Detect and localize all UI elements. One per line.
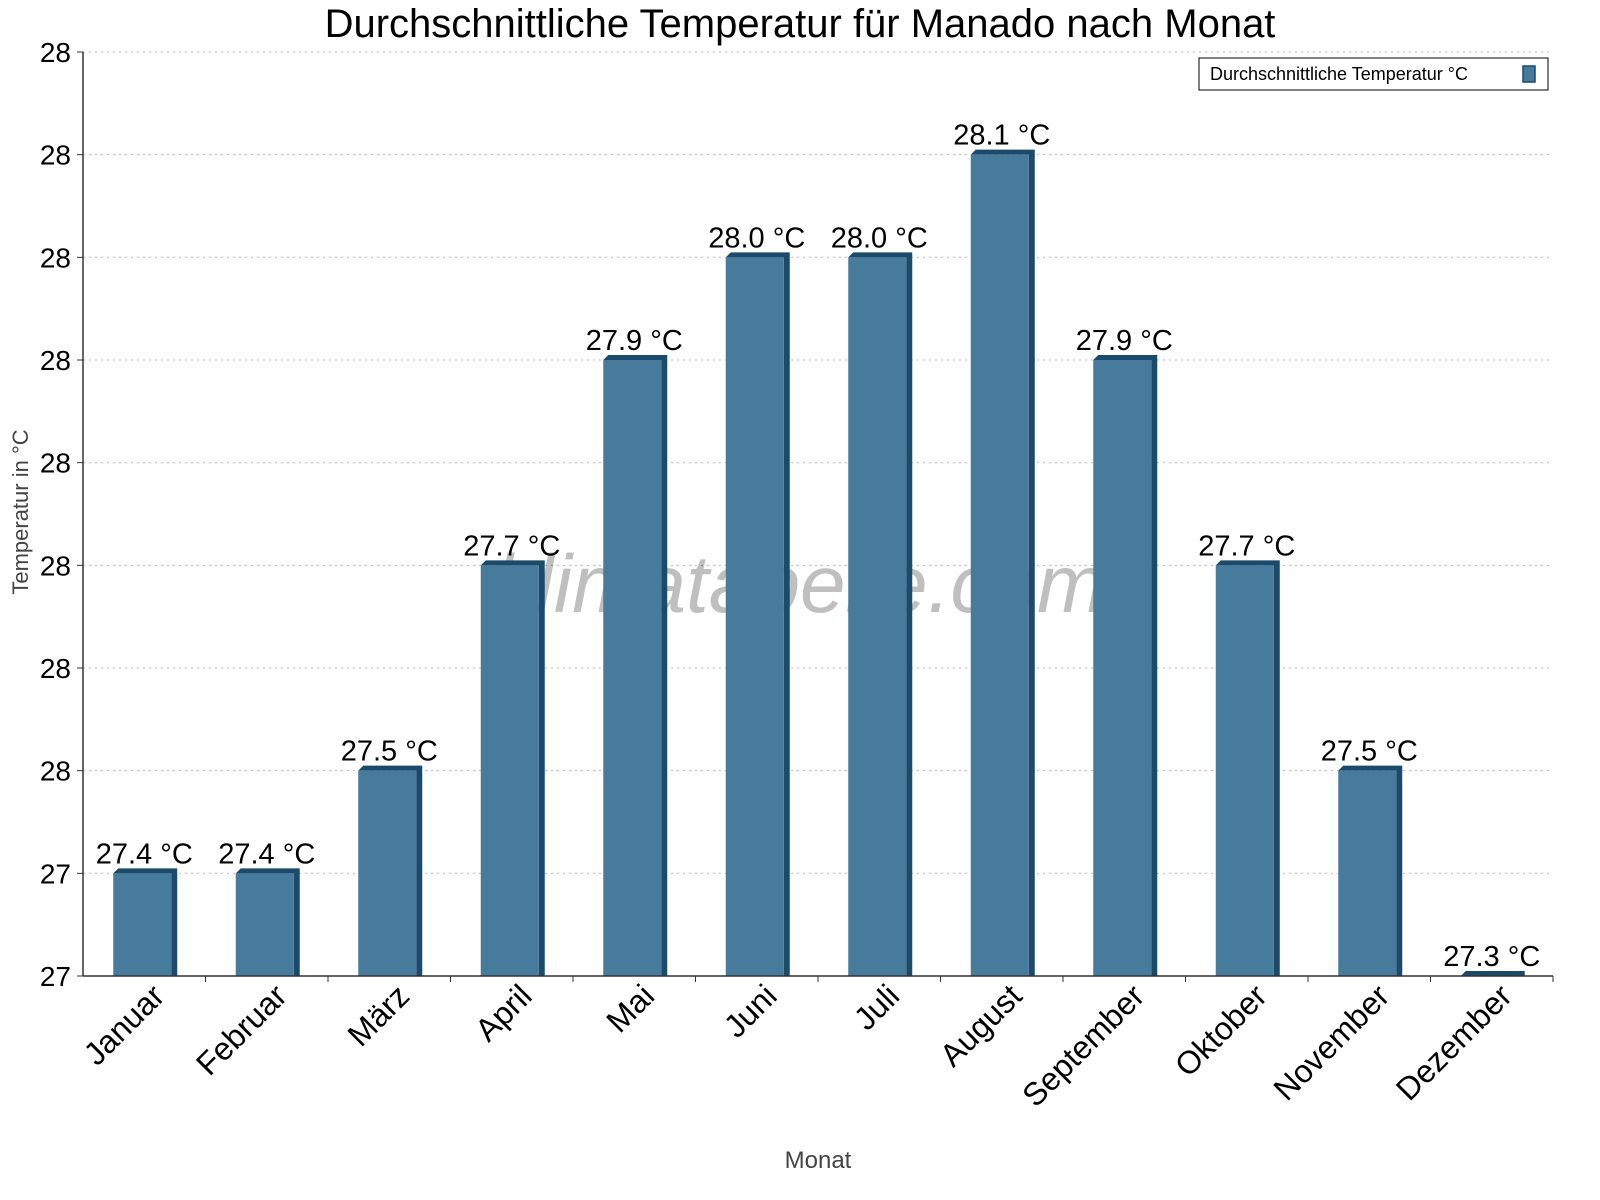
bar bbox=[113, 873, 172, 976]
x-axis-label: Monat bbox=[785, 1147, 852, 1174]
chart-title: Durchschnittliche Temperatur für Manado … bbox=[325, 2, 1276, 46]
y-tick-label: 28 bbox=[40, 345, 71, 376]
data-label: 28.1 °C bbox=[953, 120, 1050, 152]
y-tick-label: 28 bbox=[40, 242, 71, 273]
x-tick-label: Dezember bbox=[1389, 977, 1519, 1107]
y-tick-label: 27 bbox=[40, 961, 71, 992]
y-tick-label: 28 bbox=[40, 140, 71, 171]
data-label: 27.4 °C bbox=[96, 838, 193, 870]
data-label: 27.4 °C bbox=[218, 838, 315, 870]
data-label: 27.7 °C bbox=[1198, 530, 1295, 562]
y-tick-label: 28 bbox=[40, 448, 71, 479]
data-label: 27.9 °C bbox=[1076, 325, 1173, 357]
bar bbox=[1093, 360, 1152, 976]
y-tick-label: 28 bbox=[40, 550, 71, 581]
legend: Durchschnittliche Temperatur °C bbox=[1198, 57, 1549, 91]
y-tick-label: 27 bbox=[40, 858, 71, 889]
x-tick-label: Juli bbox=[847, 977, 906, 1036]
x-tick-label: Februar bbox=[189, 977, 294, 1082]
bar bbox=[725, 257, 784, 976]
bar bbox=[603, 360, 662, 976]
legend-label: Durchschnittliche Temperatur °C bbox=[1210, 64, 1468, 84]
bar bbox=[358, 770, 417, 976]
x-tick-label: September bbox=[1015, 977, 1151, 1113]
bar bbox=[1338, 770, 1397, 976]
bar bbox=[1215, 565, 1274, 976]
data-label: 27.7 °C bbox=[463, 530, 560, 562]
data-label: 28.0 °C bbox=[708, 222, 805, 254]
x-tick-label: Juni bbox=[717, 977, 784, 1044]
data-label: 27.9 °C bbox=[586, 325, 683, 357]
data-label: 28.0 °C bbox=[831, 222, 928, 254]
x-tick-label: Januar bbox=[77, 977, 172, 1072]
data-label: 27.5 °C bbox=[341, 736, 438, 768]
y-axis-label: Temperatur in °C bbox=[8, 429, 33, 594]
x-tick-label: Oktober bbox=[1168, 977, 1274, 1083]
bar-3d-edge bbox=[1460, 971, 1525, 976]
x-tick-label: April bbox=[468, 977, 539, 1048]
y-tick-label: 28 bbox=[40, 653, 71, 684]
bar bbox=[848, 257, 907, 976]
x-tick-label: August bbox=[933, 977, 1029, 1073]
data-label: 27.3 °C bbox=[1443, 941, 1540, 973]
bar bbox=[480, 565, 539, 976]
x-tick-label: März bbox=[340, 977, 416, 1053]
bar bbox=[235, 873, 294, 976]
x-tick-label: November bbox=[1266, 977, 1396, 1107]
bar bbox=[970, 154, 1029, 976]
y-tick-label: 28 bbox=[40, 37, 71, 68]
y-tick-label: 28 bbox=[40, 756, 71, 787]
x-tick-label: Mai bbox=[599, 977, 661, 1039]
data-label: 27.5 °C bbox=[1321, 736, 1418, 768]
legend-swatch bbox=[1522, 65, 1536, 83]
